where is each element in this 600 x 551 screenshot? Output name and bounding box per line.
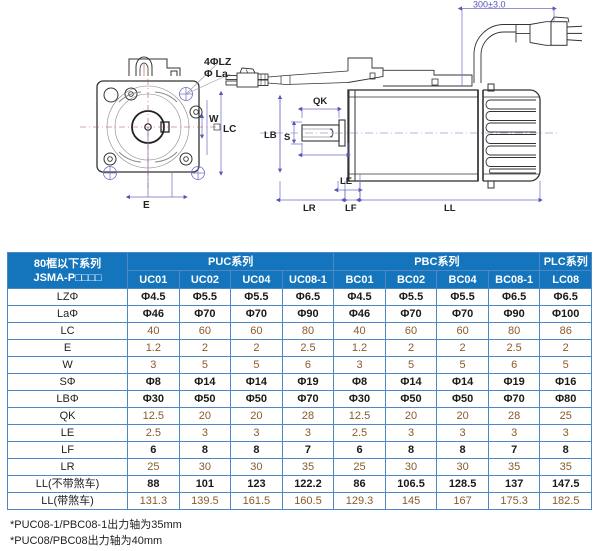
svg-text:300±3.0: 300±3.0 [473,0,505,10]
svg-text:W: W [209,114,219,125]
svg-text:LF: LF [345,203,357,214]
svg-text:4ΦLZ: 4ΦLZ [204,56,232,68]
svg-text:E: E [143,200,150,211]
svg-text:LB: LB [264,130,277,141]
svg-text:LC: LC [223,124,236,135]
svg-text:S: S [284,132,290,143]
svg-text:LE: LE [340,176,352,187]
svg-text:QK: QK [313,96,327,107]
svg-text:Φ La: Φ La [204,68,228,80]
svg-text:LL: LL [444,203,456,214]
svg-text:LR: LR [303,203,316,214]
